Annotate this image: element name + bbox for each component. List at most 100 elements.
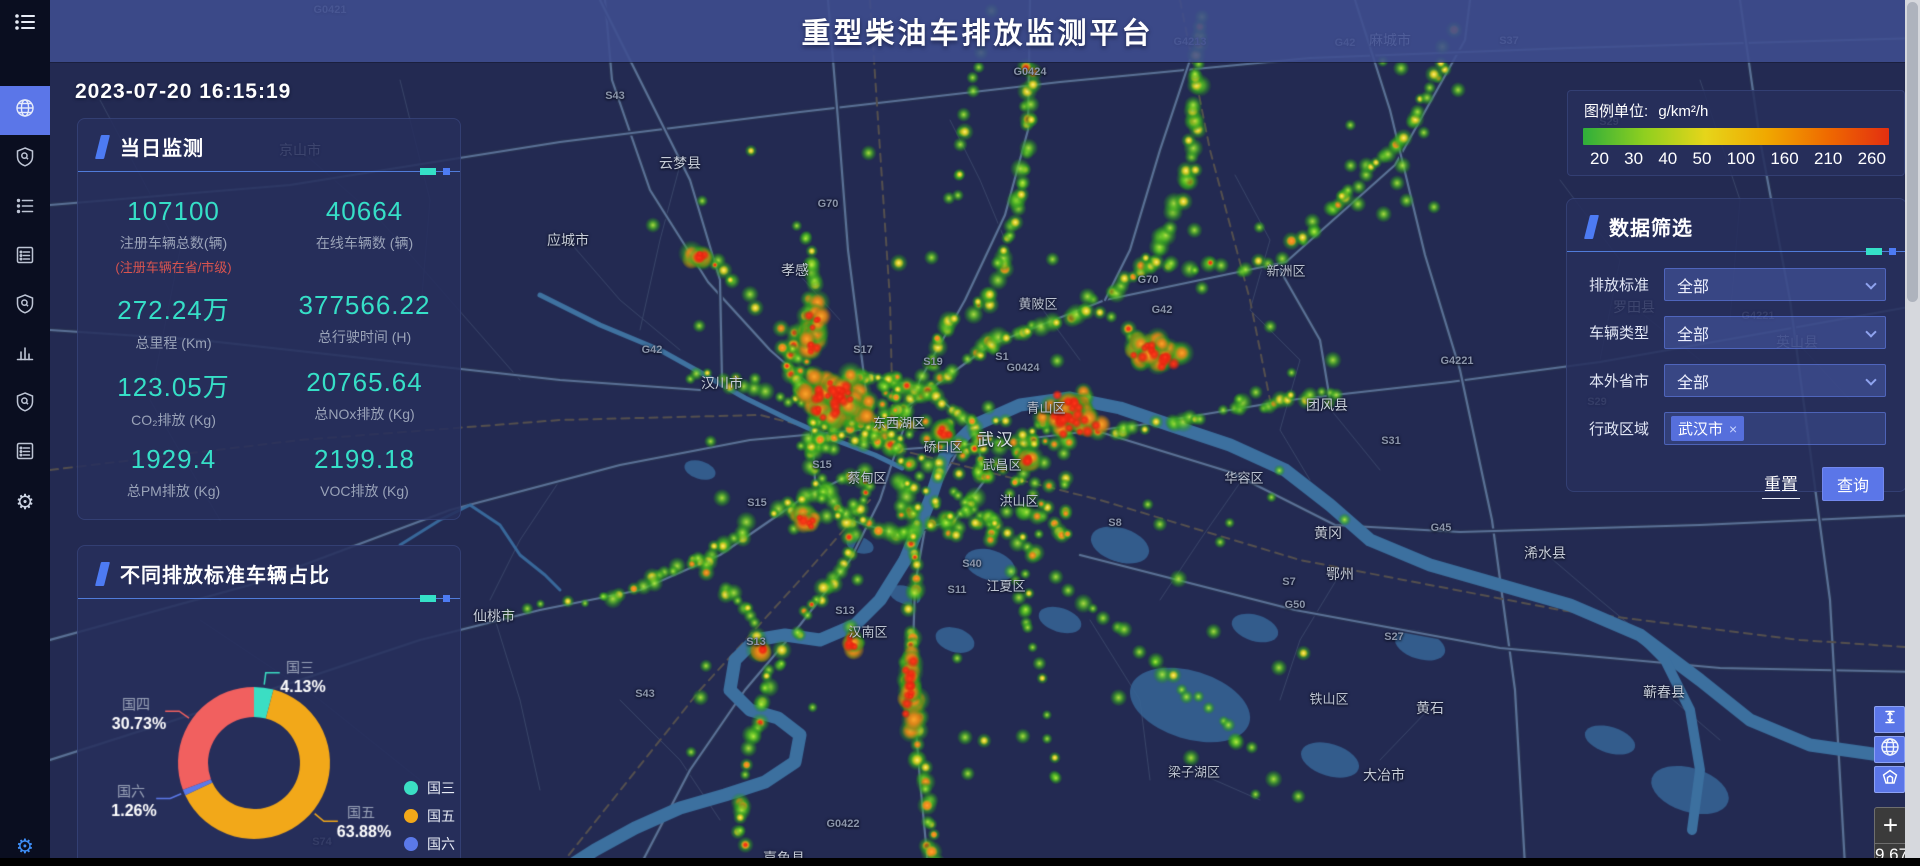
legend-label: 国六 bbox=[427, 836, 455, 852]
sidebar-item-gear-8[interactable]: ⚙ bbox=[0, 478, 50, 527]
sidebar-item-shield-search-6[interactable] bbox=[0, 380, 50, 429]
stat-cell-7: 2199.18 VOC排放 (Kg) bbox=[269, 436, 460, 507]
stat-value: 1929.4 bbox=[130, 444, 217, 474]
gradient-tick: 30 bbox=[1624, 149, 1644, 168]
sidebar-item-globe-0[interactable] bbox=[0, 86, 50, 135]
filter-select-2[interactable]: 全部 bbox=[1664, 364, 1886, 397]
page-scrollbar[interactable] bbox=[1905, 0, 1920, 866]
stat-cell-4: 123.05万 CO₂排放 (Kg) bbox=[78, 359, 269, 436]
map-control-buildings[interactable] bbox=[1874, 766, 1905, 793]
gradient-tick: 40 bbox=[1658, 149, 1678, 168]
selected-value: 全部 bbox=[1677, 326, 1710, 344]
daily-panel-title: 当日监测 bbox=[120, 138, 204, 160]
selected-value: 全部 bbox=[1677, 278, 1710, 296]
gradient-tick: 210 bbox=[1813, 149, 1843, 168]
globe-icon bbox=[14, 97, 36, 124]
filter-panel-title: 数据筛选 bbox=[1609, 218, 1693, 240]
stat-cell-1: 40664 在线车辆数 (辆) bbox=[269, 188, 460, 282]
gradient-tick: 20 bbox=[1590, 149, 1609, 168]
sidebar-item-clipboard-list-7[interactable] bbox=[0, 429, 50, 478]
chevron-down-icon bbox=[1865, 374, 1877, 386]
buildings-icon bbox=[1881, 768, 1899, 791]
shield-search-icon bbox=[14, 146, 36, 173]
legend-item-国五[interactable]: 国五 bbox=[404, 806, 455, 826]
shield-search-icon bbox=[14, 391, 36, 418]
stat-value: 20765.64 bbox=[306, 367, 423, 397]
clipboard-list-icon bbox=[14, 244, 36, 271]
sidebar-item-shield-search-4[interactable] bbox=[0, 282, 50, 331]
reset-button[interactable]: 重置 bbox=[1762, 470, 1800, 499]
stat-label: 总NOx排放 (Kg) bbox=[314, 406, 415, 422]
legend-unit-value: g/km²/h bbox=[1658, 103, 1709, 120]
sidebar-item-clipboard-list-3[interactable] bbox=[0, 233, 50, 282]
divider-dash-blue bbox=[1889, 248, 1896, 255]
heat-gradient-ticks: 20 30 40 50 100 160 210 260 bbox=[1568, 145, 1904, 169]
map-control-buttons bbox=[1874, 706, 1905, 796]
filter-row-2: 本外省市 全部 bbox=[1589, 364, 1886, 397]
page-title: 重型柴油车排放监测平台 bbox=[801, 18, 1154, 50]
stat-label: 总PM排放 (Kg) bbox=[126, 483, 221, 499]
legend-dot bbox=[404, 781, 418, 795]
sidebar-item-list-2[interactable] bbox=[0, 184, 50, 233]
stat-note: (注册车辆在省/市级) bbox=[115, 260, 232, 275]
gradient-tick: 100 bbox=[1726, 149, 1756, 168]
map-control-measure[interactable] bbox=[1874, 706, 1905, 733]
legend-item-国六[interactable]: 国六 bbox=[404, 834, 455, 854]
gear-icon: ⚙ bbox=[15, 490, 35, 514]
gradient-tick: 50 bbox=[1692, 149, 1712, 168]
filter-label: 本外省市 bbox=[1589, 373, 1650, 390]
filter-label: 行政区域 bbox=[1589, 421, 1650, 438]
list-icon bbox=[14, 195, 36, 222]
sidebar-nav: ⚙ bbox=[0, 86, 50, 527]
donut-panel-title: 不同排放标准车辆占比 bbox=[120, 565, 330, 587]
stat-cell-6: 1929.4 总PM排放 (Kg) bbox=[78, 436, 269, 507]
stat-label: 注册车辆总数(辆) bbox=[119, 235, 228, 251]
stats-grid: 107100 注册车辆总数(辆) (注册车辆在省/市级) 40664 在线车辆数 (辆)… bbox=[78, 172, 460, 507]
region-tag-input[interactable]: 武汉市 × bbox=[1664, 412, 1886, 445]
map-legend-panel: 图例单位: g/km²/h 20 30 40 50 100 160 210 260 bbox=[1567, 90, 1905, 176]
chevron-down-icon bbox=[1865, 278, 1877, 290]
title-divider bbox=[1567, 248, 1906, 255]
stat-cell-2: 272.24万 总里程 (Km) bbox=[78, 282, 269, 359]
divider-dash-cyan bbox=[420, 168, 436, 175]
filter-row-3: 行政区域 武汉市 × bbox=[1589, 412, 1886, 445]
title-divider bbox=[78, 168, 460, 175]
chevron-down-icon bbox=[1865, 326, 1877, 338]
filter-select-1[interactable]: 全部 bbox=[1664, 316, 1886, 349]
scrollbar-thumb[interactable] bbox=[1907, 2, 1918, 302]
query-button[interactable]: 查询 bbox=[1822, 467, 1884, 501]
app-header: 重型柴油车排放监测平台 bbox=[50, 0, 1905, 62]
map-control-globe[interactable] bbox=[1874, 736, 1905, 763]
stat-label: 总行驶时间 (H) bbox=[317, 329, 412, 345]
bar-chart-icon bbox=[14, 342, 36, 369]
filter-select-0[interactable]: 全部 bbox=[1664, 268, 1886, 301]
emission-standard-share-panel: 不同排放标准车辆占比 国三国五国六国四 bbox=[77, 545, 461, 866]
sidebar-item-shield-search-1[interactable] bbox=[0, 135, 50, 184]
current-timestamp: 2023-07-20 16:15:19 bbox=[75, 80, 292, 103]
gear-icon[interactable]: ⚙ bbox=[16, 835, 34, 858]
shield-search-icon bbox=[14, 293, 36, 320]
filter-row-0: 排放标准 全部 bbox=[1589, 268, 1886, 301]
menu-icon[interactable] bbox=[0, 4, 50, 40]
gradient-tick: 160 bbox=[1770, 149, 1799, 168]
filter-row-1: 车辆类型 全部 bbox=[1589, 316, 1886, 349]
stat-value: 377566.22 bbox=[298, 290, 431, 320]
heat-gradient-bar bbox=[1583, 128, 1889, 145]
stat-cell-5: 20765.64 总NOx排放 (Kg) bbox=[269, 359, 460, 436]
stat-cell-0: 107100 注册车辆总数(辆) (注册车辆在省/市级) bbox=[78, 188, 269, 282]
sidebar-item-bar-chart-5[interactable] bbox=[0, 331, 50, 380]
zoom-in-button[interactable]: + bbox=[1874, 807, 1907, 844]
data-filter-panel: 数据筛选 排放标准 全部 车辆类型 全部 本外省市 全部 行政区域 武汉市 × 重置 查询 bbox=[1566, 198, 1907, 501]
emission-standard-donut-chart bbox=[78, 596, 460, 865]
legend-dot bbox=[404, 809, 418, 823]
title-accent-bar bbox=[95, 561, 110, 586]
stat-value: 2199.18 bbox=[314, 444, 415, 474]
stat-cell-3: 377566.22 总行驶时间 (H) bbox=[269, 282, 460, 359]
close-icon[interactable]: × bbox=[1729, 420, 1738, 437]
filter-label: 车辆类型 bbox=[1589, 325, 1650, 342]
filter-rows: 排放标准 全部 车辆类型 全部 本外省市 全部 行政区域 武汉市 × bbox=[1567, 252, 1906, 445]
title-accent-bar bbox=[95, 134, 110, 159]
stat-value: 272.24万 bbox=[117, 295, 230, 325]
legend-item-国三[interactable]: 国三 bbox=[404, 778, 455, 798]
divider-dash-blue bbox=[443, 168, 450, 175]
